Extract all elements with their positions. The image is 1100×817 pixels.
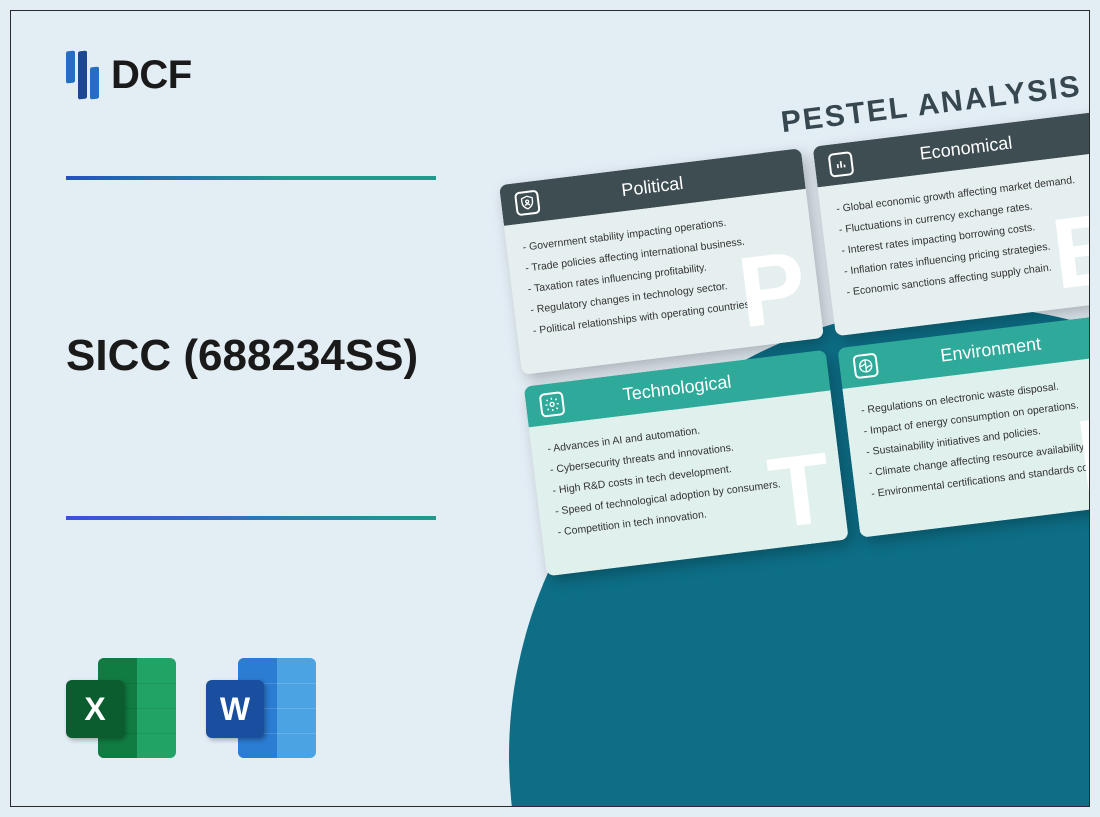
card-title-environment: Environment (939, 333, 1042, 366)
page-title: SICC (688234SS) (66, 331, 418, 381)
bar-chart-icon (828, 151, 855, 178)
excel-letter: X (66, 680, 124, 738)
pestel-card-political: Political- Government stability impactin… (499, 148, 824, 375)
logo-bars-icon (66, 51, 99, 99)
card-title-technological: Technological (622, 371, 733, 405)
pestel-card-economical: Economical- Global economic growth affec… (813, 110, 1090, 337)
leaf-circle-icon (852, 352, 879, 379)
pestel-card-technological: Technological- Advances in AI and automa… (524, 350, 849, 577)
card-title-economical: Economical (919, 132, 1014, 164)
shield-user-icon (514, 189, 541, 216)
word-icon: W (206, 658, 316, 758)
canvas-frame: DCF SICC (688234SS) X W PESTEL ANALYSIS … (10, 10, 1090, 807)
divider-top (66, 176, 436, 180)
logo-text: DCF (111, 53, 192, 98)
dcf-logo: DCF (66, 51, 192, 99)
gear-icon (539, 391, 566, 418)
card-title-political: Political (620, 173, 684, 201)
pestel-card-environment: Environment- Regulations on electronic w… (837, 311, 1090, 538)
pestel-grid: Political- Government stability impactin… (499, 110, 1090, 577)
excel-icon: X (66, 658, 176, 758)
app-icons-row: X W (66, 658, 316, 758)
divider-bottom (66, 516, 436, 520)
word-letter: W (206, 680, 264, 738)
pestel-panel: PESTEL ANALYSIS Political- Government st… (494, 66, 1090, 576)
